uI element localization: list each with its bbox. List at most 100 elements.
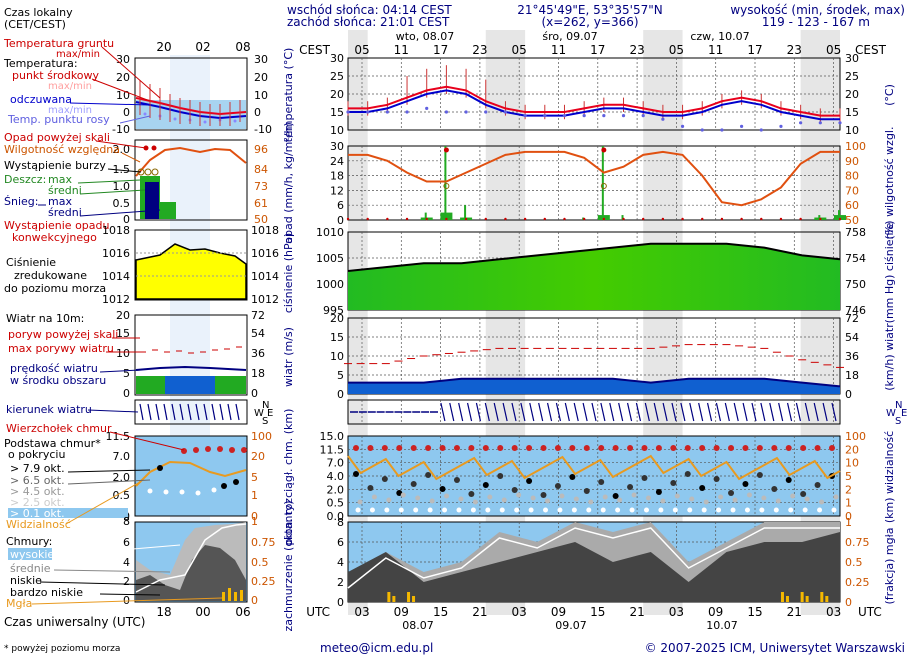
cloud-base-dot — [355, 507, 361, 513]
tick: 73 — [254, 180, 268, 193]
tick: 0 — [251, 594, 258, 607]
altitude-values: 119 - 123 - 167 m — [762, 15, 870, 29]
fog-bar — [240, 590, 243, 601]
cloud-base-dot — [569, 474, 576, 480]
dot — [203, 120, 207, 124]
legend-humidity-line — [135, 146, 247, 177]
y-tick-right: 10 — [845, 457, 859, 470]
pointer — [51, 544, 181, 557]
y-tick: 15.0 — [320, 430, 345, 443]
convective-marker — [779, 217, 783, 221]
low-label: niskie — [10, 574, 42, 587]
wind-speed-sub: w środku obszaru — [10, 374, 106, 387]
cloud-base-dot — [658, 507, 664, 513]
dew-point-dot — [621, 114, 626, 118]
hour-tick: 11 — [394, 43, 409, 57]
felt-label: odczuwana — [10, 93, 72, 106]
dew-label: Temp. punktu rosy — [7, 113, 110, 126]
cloud-base-dot — [511, 487, 518, 493]
cover-label-4: > 2.5 okt. — [10, 496, 65, 509]
cloud-base-dot — [674, 493, 680, 499]
tick: 96 — [254, 143, 268, 156]
arrow — [179, 403, 184, 421]
cloud-top-dot — [569, 445, 576, 451]
cloud-base-dot — [703, 499, 709, 505]
wind-direction-arrow — [458, 402, 464, 422]
tick: 1018 — [102, 224, 130, 237]
pointer — [79, 189, 146, 195]
cloud-base-dot — [557, 507, 563, 513]
fog-bar — [387, 592, 391, 602]
hour-tick: 03 — [669, 605, 684, 619]
tick: 2.0 — [113, 143, 131, 156]
compass-n: N — [895, 400, 902, 411]
arrow — [171, 403, 176, 421]
y-tick-right: 15 — [845, 106, 859, 119]
cloud-base-dot — [819, 499, 825, 505]
pointer — [31, 597, 223, 605]
local-tick: 20 — [156, 40, 171, 54]
pointer — [99, 369, 141, 373]
pointer — [53, 569, 171, 573]
wind-direction-arrow — [778, 402, 784, 422]
storm-label: Wystąpienie burzy — [4, 159, 106, 172]
tick: 1 — [251, 515, 258, 528]
grid-text: (x=262, y=366) — [541, 15, 638, 29]
dew-point-dot — [484, 110, 488, 114]
wind-title: Wiatr na 10m: — [6, 312, 84, 325]
wind-direction-arrow — [449, 402, 455, 422]
hour-tick: 15 — [433, 605, 448, 619]
y-tick: 20 — [330, 312, 344, 325]
y-tick: 1010 — [316, 226, 344, 239]
convective-marker — [681, 217, 684, 221]
rain-mean-bar — [440, 212, 453, 220]
y-tick-right: 25 — [845, 70, 859, 83]
y-tick-right: 754 — [845, 252, 866, 265]
cloud-base-dot — [645, 495, 651, 501]
cloud-base-dot — [485, 507, 491, 513]
wind-direction-arrow — [591, 402, 597, 422]
cloud-base-dot — [771, 486, 778, 492]
cloud-top-dot — [554, 445, 561, 451]
above-scale-label: Opad powyżej skali — [4, 131, 110, 144]
legend-pressure: 1018 1016 1014 1012 1018 1016 1014 1012 … — [4, 224, 279, 306]
convective-marker — [642, 217, 645, 221]
contact-link[interactable]: meteo@icm.edu.pl — [320, 641, 433, 655]
wind-direction-arrow — [475, 402, 482, 422]
cloud-base-dot — [716, 507, 722, 513]
y-tick-right: 20 — [845, 443, 859, 456]
y-tick: 20 — [330, 88, 344, 101]
y-tick: 1000 — [316, 278, 344, 291]
y-tick: 18 — [330, 170, 344, 183]
cloud-base-dot — [413, 507, 419, 513]
pointer — [65, 481, 141, 525]
temp-maxmin-label: max/min — [48, 81, 92, 92]
cloud-base-sub: o pokryciu — [8, 448, 65, 461]
rain-max-bar — [621, 215, 624, 220]
convective-marker — [760, 217, 763, 221]
cloud-base-dot — [744, 507, 750, 513]
cloud-base-dot — [600, 507, 606, 513]
cloud-top-dot — [742, 445, 749, 451]
cloud-base-dot — [516, 492, 522, 498]
arrow — [219, 403, 224, 421]
tick: 0 — [251, 510, 258, 523]
hour-tick: 21 — [629, 605, 644, 619]
legend-pressure-box — [134, 229, 248, 301]
legend-temp-box — [134, 57, 248, 131]
dew-point-dot — [740, 124, 744, 128]
pressure-label-2: zredukowane — [14, 269, 87, 282]
cloud-base-dot — [444, 493, 450, 499]
y-tick-right: 5 — [845, 470, 852, 483]
tick: 0.5 — [113, 197, 131, 210]
dew-point-dot — [543, 114, 547, 118]
utc-tick: 06 — [235, 605, 250, 619]
wind-direction-arrow — [653, 402, 659, 422]
wind-speed-area — [348, 378, 840, 394]
dew-point-dot — [838, 121, 842, 125]
y-tick: 15 — [330, 331, 344, 344]
cloud-top-dot — [655, 445, 662, 451]
compass-s: S — [895, 416, 901, 427]
dot — [157, 465, 163, 471]
